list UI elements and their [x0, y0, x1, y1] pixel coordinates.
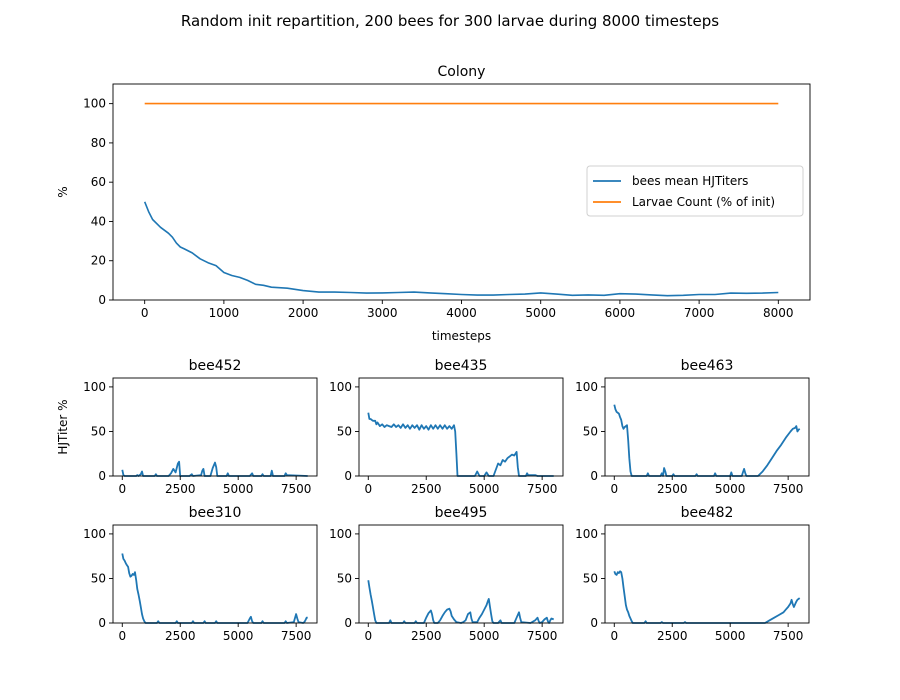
- y-tick-label: 40: [91, 214, 106, 228]
- x-tick-label: 0: [610, 629, 618, 643]
- axes-frame: [358, 524, 564, 624]
- y-tick-label: 50: [583, 571, 598, 585]
- series-line-0: [367, 412, 554, 477]
- x-tick-label: 3000: [367, 306, 398, 320]
- x-tick-label: 2000: [288, 306, 319, 320]
- chart-title: bee310: [189, 505, 242, 521]
- legend: bees mean HJTiters Larvae Count (% of ini…: [586, 165, 804, 217]
- axes-frame: [358, 377, 564, 477]
- x-tick-label: 5000: [715, 482, 746, 496]
- x-tick-label: 2500: [657, 482, 688, 496]
- y-tick-label: 50: [337, 424, 352, 438]
- x-tick-label: 5000: [715, 629, 746, 643]
- y-tick-label: 60: [91, 175, 106, 189]
- figure-suptitle: Random init repartition, 200 bees for 30…: [181, 12, 719, 30]
- x-tick-label: 2500: [657, 629, 688, 643]
- y-tick-label: 100: [83, 527, 106, 541]
- axes-frame: [604, 524, 810, 624]
- chart-6: 0 2500 5000 7500 0 50 100 bee482: [575, 505, 810, 643]
- y-tick-label: 50: [91, 571, 106, 585]
- series-line-0: [613, 404, 801, 477]
- chart-1: 0 2500 5000 7500 0 50 100 bee452 HJTiter %: [56, 358, 318, 496]
- chart-title: bee452: [189, 358, 242, 374]
- y-tick-label: 0: [98, 616, 106, 630]
- y-tick-label: 100: [575, 527, 598, 541]
- y-tick-label: 0: [344, 616, 352, 630]
- y-tick-label: 0: [98, 293, 106, 307]
- chart-title: bee463: [681, 358, 734, 374]
- x-tick-label: 7500: [773, 482, 804, 496]
- x-tick-label: 2500: [165, 629, 196, 643]
- x-tick-label: 0: [364, 482, 372, 496]
- x-tick-label: 6000: [605, 306, 636, 320]
- x-tick-label: 7500: [281, 629, 312, 643]
- y-tick-label: 80: [91, 136, 106, 150]
- x-tick-label: 0: [118, 482, 126, 496]
- y-tick-label: 0: [590, 469, 598, 483]
- y-tick-label: 50: [337, 571, 352, 585]
- x-tick-label: 0: [118, 629, 126, 643]
- chart-0: 0 1000 2000 3000 4000 5000 6000 7000 8000 0 20 40 60…: [56, 64, 811, 343]
- y-tick-label: 20: [91, 254, 106, 268]
- y-axis-label: HJTiter %: [56, 399, 70, 454]
- y-tick-label: 100: [83, 380, 106, 394]
- x-axis-label: timesteps: [432, 329, 491, 343]
- x-tick-label: 7500: [527, 482, 558, 496]
- y-tick-label: 100: [83, 97, 106, 111]
- axes-frame: [112, 377, 318, 477]
- axes-frame: [112, 524, 318, 624]
- x-tick-label: 2500: [411, 482, 442, 496]
- chart-5: 0 2500 5000 7500 0 50 100 bee495: [329, 505, 564, 643]
- y-tick-label: 100: [575, 380, 598, 394]
- x-tick-label: 2500: [165, 482, 196, 496]
- series-line-0: [367, 580, 555, 624]
- y-tick-label: 0: [590, 616, 598, 630]
- chart-title: bee435: [435, 358, 488, 374]
- x-tick-label: 8000: [763, 306, 794, 320]
- charts: 0 1000 2000 3000 4000 5000 6000 7000 80000204060…: [56, 64, 811, 643]
- x-tick-label: 0: [141, 306, 149, 320]
- chart-2: 0 2500 5000 7500 0 50 100 bee435: [329, 358, 564, 496]
- x-tick-label: 1000: [209, 306, 240, 320]
- y-tick-label: 50: [91, 424, 106, 438]
- axes-frame: [604, 377, 810, 477]
- chart-title: bee482: [681, 505, 734, 521]
- legend-box: [586, 165, 804, 217]
- y-tick-label: 100: [329, 527, 352, 541]
- series-line-0: [613, 570, 801, 624]
- chart-title: Colony: [438, 64, 486, 80]
- chart-title: bee495: [435, 505, 488, 521]
- y-tick-label: 0: [98, 469, 106, 483]
- x-tick-label: 7000: [684, 306, 715, 320]
- x-tick-label: 7500: [527, 629, 558, 643]
- y-tick-label: 50: [583, 424, 598, 438]
- y-tick-label: 0: [344, 469, 352, 483]
- x-tick-label: 0: [610, 482, 618, 496]
- legend-label: Larvae Count (% of init): [632, 195, 775, 209]
- x-tick-label: 5000: [223, 482, 254, 496]
- y-axis-label: %: [56, 186, 70, 197]
- x-tick-label: 4000: [446, 306, 477, 320]
- legend-label: bees mean HJTiters: [632, 174, 748, 188]
- x-tick-label: 5000: [469, 629, 500, 643]
- chart-3: 0 2500 5000 7500 0 50 100 bee463: [575, 358, 810, 496]
- x-tick-label: 5000: [469, 482, 500, 496]
- x-tick-label: 5000: [223, 629, 254, 643]
- series-line-0: [121, 460, 308, 477]
- x-tick-label: 7500: [773, 629, 804, 643]
- y-tick-label: 100: [329, 380, 352, 394]
- series-line-bees-mean-hjtiters: [143, 201, 779, 297]
- chart-4: 0 2500 5000 7500 0 50 100 bee310: [83, 505, 318, 643]
- x-tick-label: 7500: [281, 482, 312, 496]
- x-tick-label: 5000: [525, 306, 556, 320]
- x-tick-label: 2500: [411, 629, 442, 643]
- series-line-0: [121, 553, 308, 624]
- x-tick-label: 0: [364, 629, 372, 643]
